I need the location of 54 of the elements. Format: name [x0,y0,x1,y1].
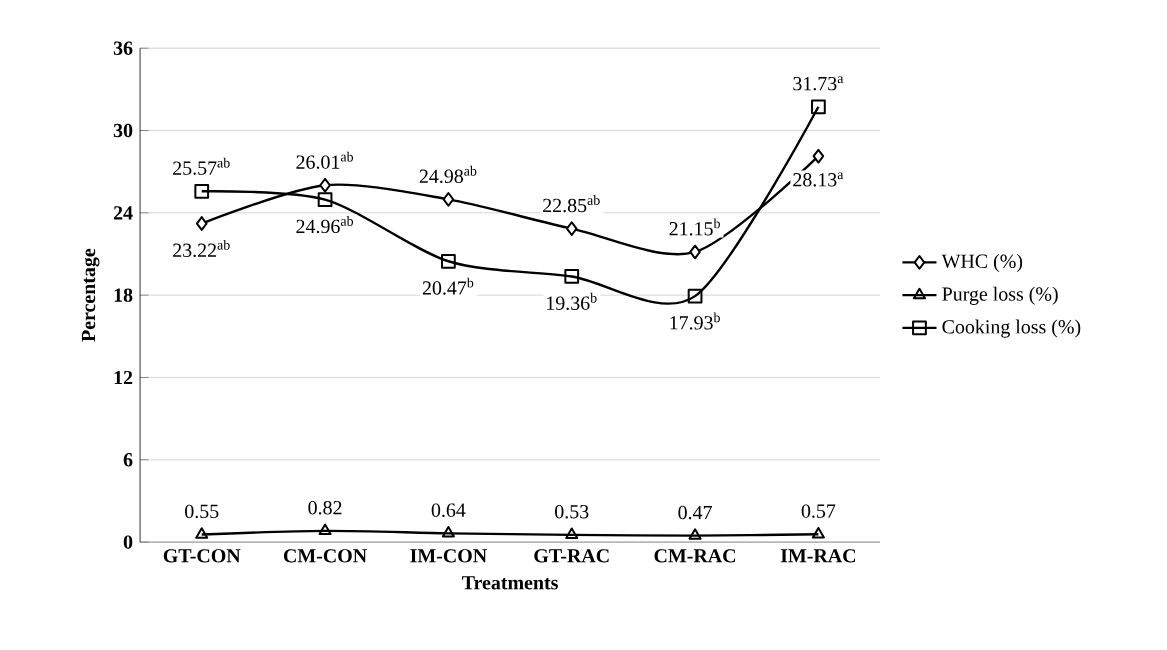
data-label: 25.57$^{ab}$ [173,157,230,176]
y-tick-label: 30 [113,123,133,138]
data-label: 0.57 [801,504,836,519]
y-tick-label: 0 [123,535,133,549]
data-label: 23.22$^{ab}$ [173,239,230,258]
point [194,183,210,199]
point [688,528,702,540]
point [811,526,825,539]
data-label: 31.73$^{a}$ [793,76,844,91]
y-tick-label: 6 [123,453,133,467]
x-tick-label: IM-CON [410,549,487,563]
y-tick-label: 18 [114,288,133,302]
y-axis-title: Percentage [81,248,100,342]
point [811,99,826,115]
point [565,527,579,540]
x-tick-label: CM-RAC [654,549,736,563]
point [441,526,455,538]
data-label: 20.47$^{b}$ [422,277,474,295]
point [317,192,333,208]
point [689,244,701,260]
legend-label: Purge loss (%) [942,286,1058,305]
point [195,216,208,231]
data-label: 0.55 [185,504,219,519]
x-axis-title: Treatments [462,576,558,590]
data-label: 24.96$^{ab}$ [296,216,354,234]
x-tick-label: CM-CON [283,549,367,563]
point [564,269,580,284]
data-label: 22.85$^{ab}$ [543,195,600,213]
data-label: 19.36$^{b}$ [547,292,597,311]
data-label: 17.93$^{b}$ [670,312,720,330]
y-tick-label: 24 [113,206,133,220]
data-label: 0.47 [678,505,712,520]
point [687,288,703,304]
point [441,253,456,269]
y-tick-label: 36 [113,41,133,55]
data-label: 26.01$^{ab}$ [296,151,354,169]
point [318,523,332,536]
x-tick-label: GT-CON [163,549,241,563]
data-label: 0.53 [555,505,589,519]
x-tick-label: IM-RAC [780,549,856,563]
point [565,221,578,237]
x-tick-label: GT-RAC [534,549,609,563]
point [195,527,209,539]
point [812,148,825,164]
data-label: 0.82 [308,501,342,515]
legend-label: Cooking loss (%) [942,319,1081,338]
legend-label: WHC (%) [941,254,1023,273]
data-label: 21.15$^{b}$ [669,218,720,236]
data-label: 24.98$^{ab}$ [419,165,477,184]
data-label: 28.13$^{a}$ [793,172,844,187]
point [442,192,455,207]
y-tick-label: 12 [114,370,133,385]
point [319,177,331,193]
data-label: 0.64 [431,503,466,518]
